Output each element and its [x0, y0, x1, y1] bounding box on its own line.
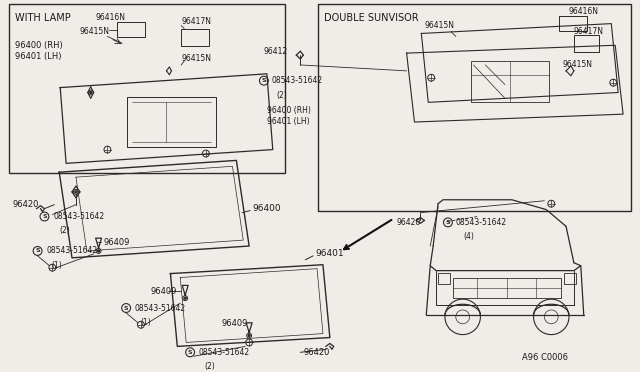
Bar [470, 61, 549, 102]
Bar [438, 273, 450, 285]
Text: (2): (2) [60, 226, 70, 235]
Text: S: S [262, 78, 266, 83]
Text: (2): (2) [276, 90, 287, 100]
Text: 08543-51642: 08543-51642 [456, 218, 507, 227]
Text: 96412: 96412 [264, 46, 288, 56]
Bar [181, 29, 209, 46]
Text: 96401 (LH): 96401 (LH) [15, 52, 61, 61]
Text: 08543-51642: 08543-51642 [272, 76, 323, 85]
Text: 96415N: 96415N [424, 21, 454, 30]
Text: 96415N: 96415N [562, 60, 592, 70]
Text: S: S [42, 214, 47, 219]
Text: 96416N: 96416N [569, 7, 599, 16]
Text: 96401 (LH): 96401 (LH) [267, 116, 310, 125]
Text: 96416N: 96416N [95, 13, 125, 22]
Bar [559, 16, 587, 32]
Circle shape [184, 297, 186, 299]
Text: 96409: 96409 [104, 238, 130, 247]
Text: (2): (2) [205, 362, 216, 371]
Text: 08543-51642: 08543-51642 [47, 246, 97, 256]
Text: S: S [445, 220, 451, 225]
Bar [574, 35, 600, 52]
Text: A96 C0006: A96 C0006 [522, 353, 568, 362]
Text: 96420: 96420 [303, 348, 330, 357]
Text: 96400 (RH): 96400 (RH) [267, 106, 311, 115]
Text: 96415N: 96415N [80, 27, 110, 36]
Text: 96417N: 96417N [181, 17, 211, 26]
Text: S: S [124, 305, 129, 311]
Circle shape [75, 191, 77, 193]
Bar [9, 4, 285, 173]
Text: S: S [35, 248, 40, 253]
Text: 96420: 96420 [13, 200, 39, 209]
Text: 96415N: 96415N [181, 54, 211, 62]
Text: 08543-51642: 08543-51642 [199, 348, 250, 357]
Bar [127, 97, 216, 147]
Text: 96420: 96420 [397, 218, 421, 227]
Text: 08543-51642: 08543-51642 [53, 212, 104, 221]
Text: 96401: 96401 [315, 249, 344, 259]
Text: S: S [188, 350, 193, 355]
Circle shape [97, 250, 100, 252]
Text: (1): (1) [140, 318, 150, 327]
Text: 96417N: 96417N [574, 27, 604, 36]
Text: (1): (1) [51, 261, 62, 270]
Text: 96400: 96400 [252, 204, 281, 213]
Text: 96409: 96409 [221, 319, 248, 328]
Bar [564, 273, 576, 285]
Bar [318, 4, 631, 211]
Bar [453, 279, 561, 298]
Text: DOUBLE SUNVISOR: DOUBLE SUNVISOR [324, 13, 419, 23]
Bar [117, 22, 145, 38]
Circle shape [90, 92, 92, 93]
Text: (4): (4) [463, 232, 474, 241]
Text: 96409: 96409 [151, 287, 177, 296]
Text: 96400 (RH): 96400 (RH) [15, 41, 63, 50]
Text: WITH LAMP: WITH LAMP [15, 13, 70, 23]
Text: 08543-51642: 08543-51642 [135, 304, 186, 312]
Circle shape [248, 334, 250, 337]
